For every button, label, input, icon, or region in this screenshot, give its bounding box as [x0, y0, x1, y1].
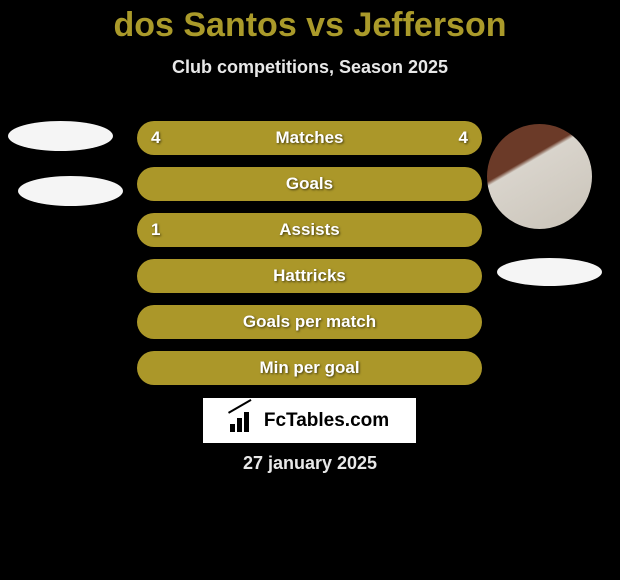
stat-right-value: 4	[459, 128, 468, 148]
stat-label: Min per goal	[259, 358, 359, 378]
stat-label: Matches	[275, 128, 343, 148]
date-label: 27 january 2025	[0, 453, 620, 474]
brand-logo-icon	[230, 410, 258, 432]
stat-row: Goals per match	[137, 305, 482, 339]
stat-left-value: 1	[151, 220, 160, 240]
stat-row: Hattricks	[137, 259, 482, 293]
player-right-avatar-1	[487, 124, 592, 229]
stat-label: Assists	[279, 220, 339, 240]
player-left-avatar-2	[18, 176, 123, 206]
player-right-avatar-2	[497, 258, 602, 286]
stat-bars: 4 Matches 4 Goals 1 Assists Hattricks Go…	[137, 121, 482, 397]
stat-label: Hattricks	[273, 266, 346, 286]
brand-text: FcTables.com	[264, 410, 389, 432]
stat-left-value: 4	[151, 128, 160, 148]
stat-label: Goals per match	[243, 312, 376, 332]
stat-row: 1 Assists	[137, 213, 482, 247]
stat-row: Min per goal	[137, 351, 482, 385]
page-title: dos Santos vs Jefferson	[0, 0, 620, 45]
stat-row: Goals	[137, 167, 482, 201]
brand-badge: FcTables.com	[203, 398, 416, 443]
page-subtitle: Club competitions, Season 2025	[0, 57, 620, 78]
stat-row: 4 Matches 4	[137, 121, 482, 155]
player-left-avatar-1	[8, 121, 113, 151]
stat-label: Goals	[286, 174, 333, 194]
